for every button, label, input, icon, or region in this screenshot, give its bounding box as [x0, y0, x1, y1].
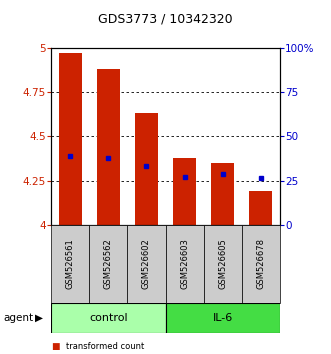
Text: ▶: ▶ — [35, 313, 43, 323]
Bar — [204, 225, 242, 303]
Bar — [249, 191, 272, 225]
Bar — [59, 53, 82, 225]
Bar — [166, 303, 280, 333]
Text: GSM526605: GSM526605 — [218, 238, 227, 289]
Text: GDS3773 / 10342320: GDS3773 / 10342320 — [98, 13, 233, 26]
Text: ■: ■ — [51, 342, 60, 352]
Text: GSM526561: GSM526561 — [66, 238, 75, 289]
Bar — [97, 69, 120, 225]
Bar — [51, 303, 166, 333]
Bar — [242, 225, 280, 303]
Bar — [211, 163, 234, 225]
Bar — [127, 225, 166, 303]
Text: GSM526678: GSM526678 — [256, 238, 265, 289]
Text: IL-6: IL-6 — [213, 313, 233, 323]
Text: control: control — [89, 313, 128, 323]
Text: GSM526603: GSM526603 — [180, 238, 189, 289]
Text: transformed count: transformed count — [66, 342, 144, 352]
Bar — [89, 225, 127, 303]
Bar — [166, 225, 204, 303]
Bar — [173, 158, 196, 225]
Text: GSM526562: GSM526562 — [104, 238, 113, 289]
Bar — [51, 225, 89, 303]
Text: GSM526602: GSM526602 — [142, 238, 151, 289]
Bar — [135, 113, 158, 225]
Text: agent: agent — [3, 313, 33, 323]
